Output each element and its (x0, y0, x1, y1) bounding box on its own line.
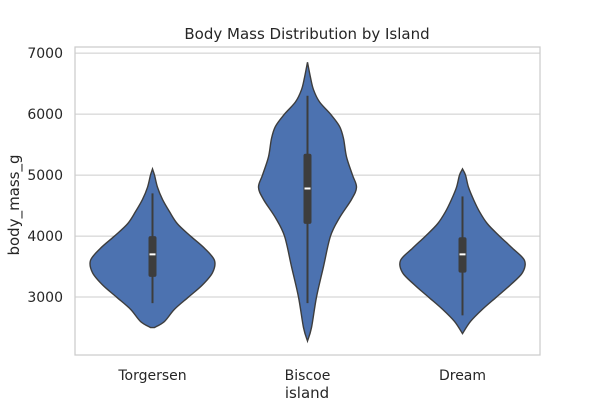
y-axis-label: body_mass_g (5, 154, 24, 255)
y-tick-labels: 3000 4000 5000 6000 7000 (27, 46, 63, 306)
x-axis-label: island (285, 384, 329, 400)
x-tick-label-dream: Dream (439, 368, 486, 384)
y-tick-label: 3000 (27, 290, 63, 306)
x-tick-labels: Torgersen Biscoe Dream (117, 368, 486, 384)
x-tick-label-torgersen: Torgersen (117, 368, 186, 384)
x-tick-label-biscoe: Biscoe (285, 368, 331, 384)
plot-frame (74, 46, 541, 356)
y-tick-label: 6000 (27, 107, 63, 123)
violin-iqr-box (148, 236, 157, 277)
violins (89, 62, 526, 344)
violin-torgersen (89, 166, 216, 329)
y-tick-label: 7000 (27, 46, 63, 62)
chart-title: Body Mass Distribution by Island (184, 25, 429, 43)
violin-biscoe (257, 62, 358, 344)
y-tick-label: 5000 (27, 168, 63, 184)
y-tick-label: 4000 (27, 229, 63, 245)
violin-dream (399, 167, 526, 335)
